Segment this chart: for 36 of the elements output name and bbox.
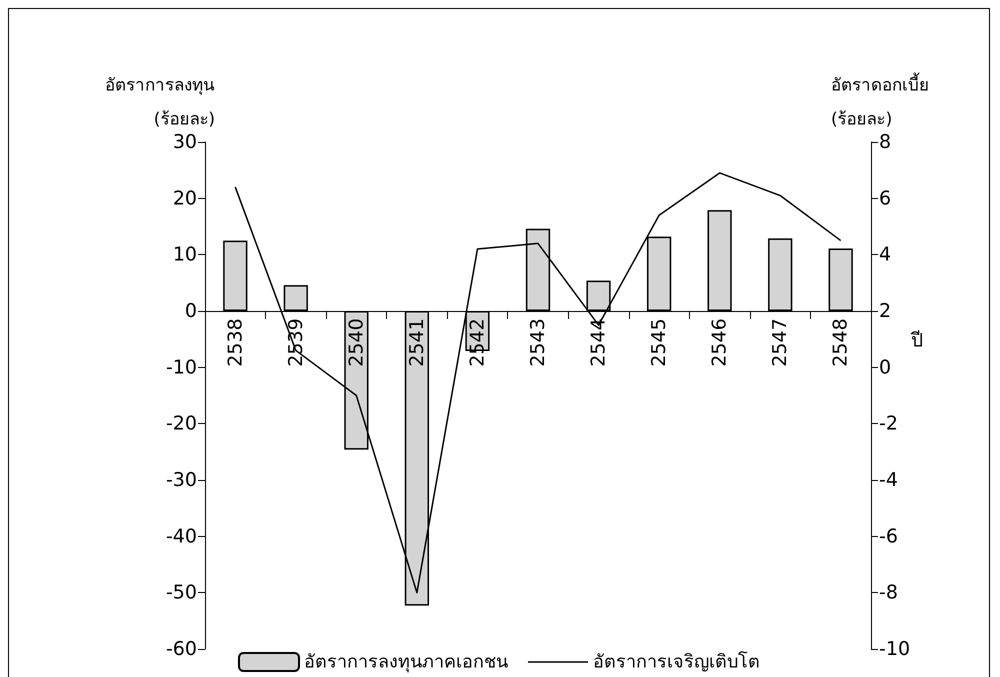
x-tick-label: 2542 (466, 318, 488, 367)
x-tick-label: 2541 (406, 318, 428, 367)
y-tick-label: -40 (166, 525, 197, 548)
y-tick-label: -60 (166, 638, 197, 660)
x-tick-label: 2538 (224, 318, 246, 367)
y-tick-label: -30 (166, 469, 197, 491)
legend-label: อัตราการเจริญเติบโต (593, 650, 760, 672)
y2-tick-label: -2 (879, 412, 898, 435)
y-tick-label: -20 (166, 412, 197, 435)
x-tick-label: 2544 (588, 318, 610, 367)
y2-tick-label: 4 (879, 244, 892, 266)
y-axis-title: อัตราการลงทุน (ร้อยละ) (105, 76, 215, 130)
y-tick-label: -10 (166, 356, 197, 378)
x-tick-label: 2543 (527, 318, 549, 367)
y-tick-label: -50 (166, 582, 197, 604)
x-tick-label: 2547 (769, 318, 792, 367)
y2-tick-label: 0 (879, 356, 892, 378)
y2-tick-label: -6 (879, 525, 898, 548)
y2-tick-label: -10 (879, 638, 910, 660)
legend-label: อัตราการลงทุนภาคเอกชน (304, 652, 508, 672)
y-tick-label: 30 (172, 131, 197, 153)
x-tick-label: 2546 (708, 318, 731, 367)
x-tick-label: 2548 (830, 318, 852, 367)
y2-tick-label: 8 (879, 131, 892, 153)
y2-axis-title: อัตราดอกเบี้ย (ร้อยละ) (831, 72, 929, 130)
x-tick-label: 2545 (648, 318, 670, 367)
x-tick-label: 2540 (345, 318, 368, 367)
x-axis-title: ปี (910, 330, 923, 352)
y-tick-label: 10 (172, 244, 197, 266)
y2-tick-label: 2 (879, 300, 892, 322)
y-tick-label: 20 (172, 187, 197, 210)
y2-tick-label: 6 (879, 187, 892, 210)
y2-tick-label: -4 (879, 469, 898, 491)
y-tick-label: 0 (184, 300, 197, 322)
y2-tick-label: -8 (879, 582, 898, 604)
x-tick-label: 2539 (284, 318, 307, 367)
